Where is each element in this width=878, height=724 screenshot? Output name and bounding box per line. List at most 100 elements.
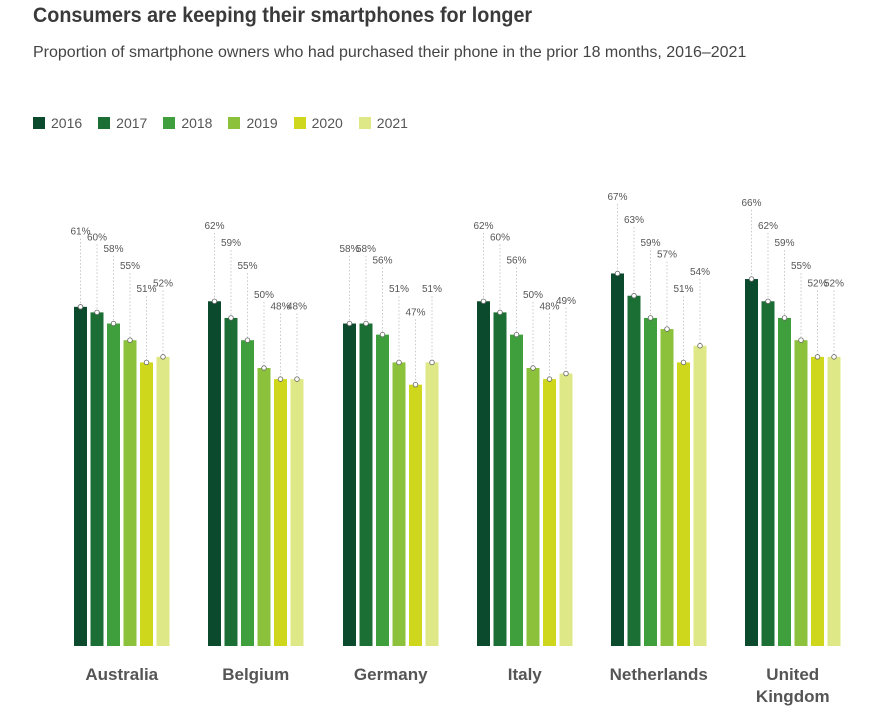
legend: 2016 2017 2018 2019 2020 2021 <box>33 115 414 131</box>
data-label: 50% <box>523 290 543 301</box>
data-label: 58% <box>103 244 123 255</box>
data-label: 59% <box>774 238 794 249</box>
bar-belgium-2018 <box>241 340 254 646</box>
data-label: 56% <box>506 255 526 266</box>
bar-united-kingdom-2016 <box>745 279 758 646</box>
data-label: 51% <box>136 284 156 295</box>
legend-swatch <box>358 117 371 129</box>
bar-marker <box>614 270 621 277</box>
data-label: 62% <box>204 221 224 232</box>
data-label: 48% <box>287 302 307 313</box>
bar-australia-2020 <box>140 362 153 646</box>
bar-marker <box>781 315 788 321</box>
bar-germany-2018 <box>376 334 389 646</box>
bar-marker <box>346 320 353 327</box>
data-label: 55% <box>120 261 140 272</box>
data-label: 47% <box>405 307 425 318</box>
bar-marker <box>261 365 267 371</box>
bar-italy-2020 <box>543 379 556 646</box>
data-label: 62% <box>473 221 493 232</box>
bar-netherlands-2019 <box>660 329 674 646</box>
bar-marker <box>680 359 687 366</box>
data-label: 48% <box>539 302 559 313</box>
legend-swatch <box>293 117 306 129</box>
bar-marker <box>127 337 133 343</box>
category-label: Italy <box>508 665 543 684</box>
data-label: 52% <box>824 278 844 289</box>
bar-marker <box>513 331 520 338</box>
bar-marker <box>228 315 234 321</box>
data-label: 60% <box>87 232 107 243</box>
chart-subtitle: Proportion of smartphone owners who had … <box>33 44 747 61</box>
legend-item-2017: 2017 <box>98 115 147 131</box>
data-label: 61% <box>70 227 90 238</box>
bar-marker <box>277 376 284 382</box>
data-label: 51% <box>422 284 442 295</box>
data-label: 51% <box>389 284 409 295</box>
category-label: United Kingdom <box>756 665 830 706</box>
bar-marker <box>160 354 166 360</box>
bar-marker <box>294 376 300 382</box>
bar-belgium-2016 <box>208 301 221 646</box>
bar-italy-2017 <box>493 312 507 646</box>
bar-marker <box>379 331 386 338</box>
category-label: Australia <box>85 665 158 684</box>
data-label: 54% <box>690 267 710 278</box>
bar-marker <box>363 320 369 327</box>
data-label: 63% <box>624 215 644 226</box>
bar-marker <box>530 365 536 371</box>
bar-marker <box>814 354 821 360</box>
bar-marker <box>563 370 569 377</box>
bar-marker <box>396 359 402 366</box>
bar-italy-2021 <box>559 373 573 646</box>
data-label: 66% <box>741 198 761 209</box>
bar-marker <box>697 343 703 349</box>
data-label: 50% <box>254 290 274 301</box>
bar-marker <box>647 315 654 321</box>
data-label: 52% <box>153 278 173 289</box>
bar-marker <box>765 298 771 304</box>
bar-germany-2016 <box>343 323 356 646</box>
bar-italy-2016 <box>477 301 490 646</box>
bar-australia-2016 <box>74 306 87 646</box>
legend-swatch <box>163 117 176 129</box>
data-label: 58% <box>356 244 376 255</box>
bar-germany-2020 <box>409 384 422 646</box>
bar-united-kingdom-2019 <box>794 340 808 646</box>
data-label: 60% <box>490 232 510 243</box>
data-label: 49% <box>556 296 576 307</box>
bar-netherlands-2021 <box>693 345 707 646</box>
data-label: 67% <box>607 192 627 203</box>
bar-belgium-2019 <box>257 368 271 646</box>
bar-marker <box>77 304 84 310</box>
legend-item-2018: 2018 <box>163 115 212 131</box>
data-label: 58% <box>339 244 359 255</box>
bar-marker <box>497 309 503 316</box>
bar-marker <box>664 326 670 332</box>
bar-belgium-2020 <box>274 379 287 646</box>
bar-marker <box>798 337 804 343</box>
bar-netherlands-2016 <box>611 273 624 646</box>
legend-swatch <box>228 117 241 129</box>
bar-marker <box>412 381 419 388</box>
category-label: Belgium <box>222 665 289 684</box>
legend-item-2021: 2021 <box>358 115 408 131</box>
data-label: 59% <box>221 238 241 249</box>
bar-australia-2017 <box>90 312 104 646</box>
bar-belgium-2017 <box>224 317 238 646</box>
bar-italy-2019 <box>526 368 540 646</box>
bar-marker <box>748 276 755 282</box>
category-label: Germany <box>354 665 428 684</box>
legend-swatch <box>98 117 111 129</box>
legend-item-2019: 2019 <box>228 115 278 131</box>
bar-belgium-2021 <box>290 379 304 646</box>
bar-united-kingdom-2017 <box>761 301 775 646</box>
legend-label: 2016 <box>51 115 83 131</box>
bar-marker <box>546 376 553 382</box>
legend-label: 2020 <box>311 115 343 131</box>
legend-label: 2017 <box>116 115 148 131</box>
data-label: 55% <box>237 261 257 272</box>
bar-marker <box>110 320 117 327</box>
bar-italy-2018 <box>510 334 523 646</box>
bar-marker <box>831 354 837 360</box>
